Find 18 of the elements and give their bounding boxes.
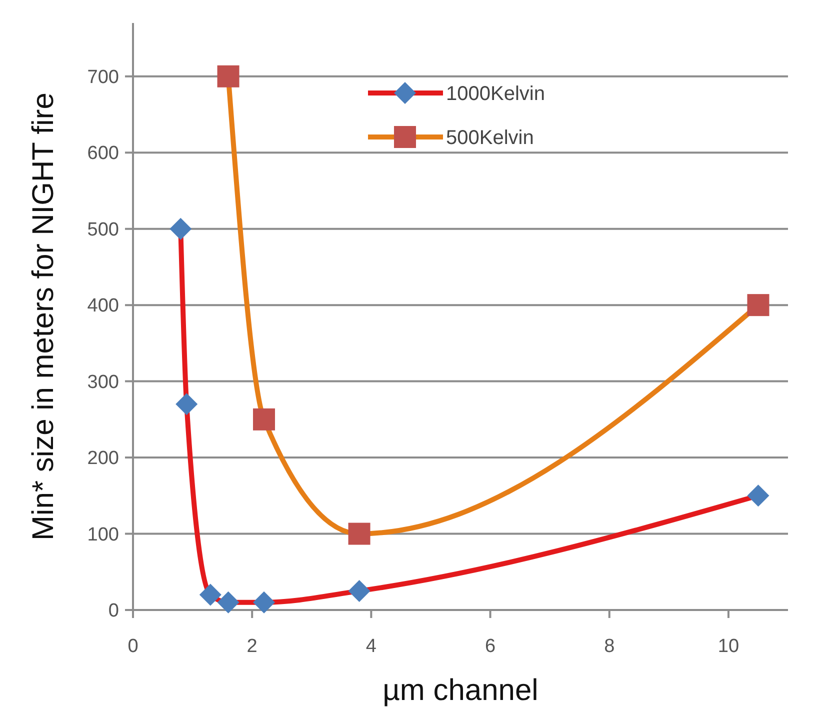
x-tick-label: 2	[246, 636, 258, 657]
y-tick-label: 500	[87, 219, 119, 240]
x-tick-label: 4	[366, 636, 377, 657]
x-tick-label: 8	[604, 636, 615, 657]
y-tick-label: 200	[87, 448, 119, 470]
y-tick-label: 400	[87, 296, 119, 317]
y-tick-label: 300	[87, 372, 119, 393]
x-tick-label: 10	[718, 636, 740, 657]
legend-label: 500Kelvin	[446, 127, 534, 149]
x-axis-title: µm channel	[382, 674, 538, 707]
y-tick-label: 600	[87, 143, 119, 164]
legend-label: 1000Kelvin	[446, 83, 545, 105]
x-tick-label: 6	[484, 636, 496, 657]
x-tick-label: 0	[128, 636, 138, 657]
y-tick-label: 700	[87, 67, 119, 88]
y-tick-label: 0	[108, 600, 119, 622]
y-axis-title: Min* size in meters for NIGHT fire	[27, 92, 60, 540]
y-tick-label: 100	[87, 524, 119, 546]
